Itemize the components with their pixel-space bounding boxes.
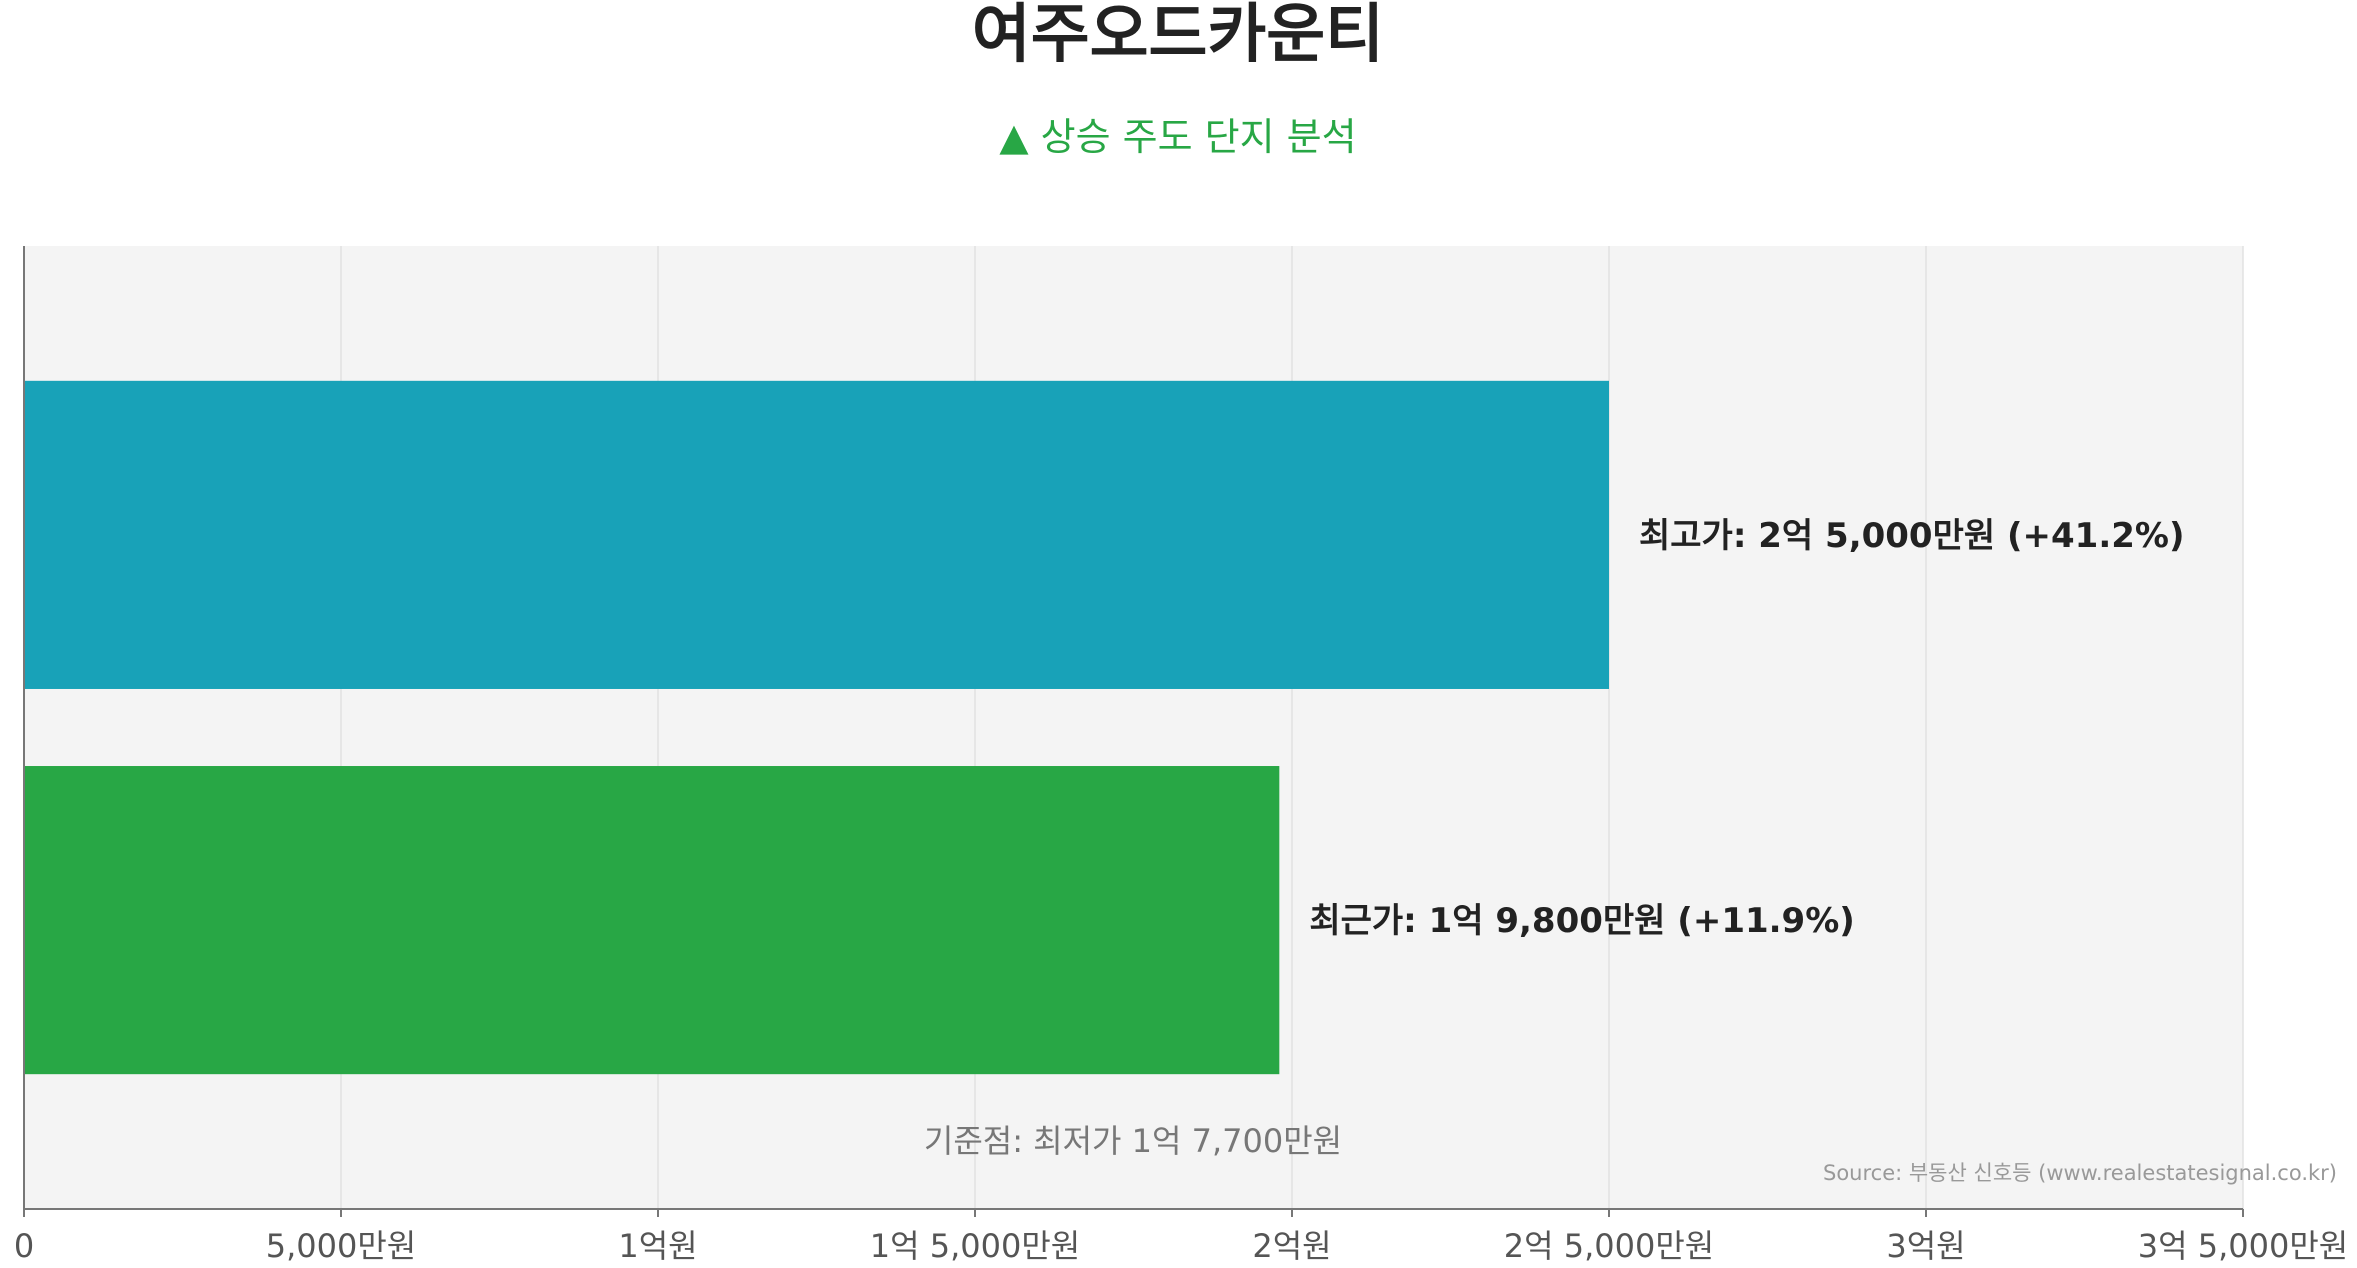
- bar-value-label: 최근가: 1억 9,800만원 (+11.9%): [1309, 901, 1855, 941]
- x-tick-label: 0: [14, 1227, 34, 1265]
- chart-title: 여주오드카운티: [972, 0, 1384, 72]
- x-tick-label: 1억원: [618, 1227, 697, 1265]
- source-note: Source: 부동산 신호등 (www.realestatesignal.co…: [1823, 1161, 2337, 1185]
- bar-최고가: [24, 380, 1609, 689]
- bar-최근가: [24, 766, 1280, 1075]
- bars: [24, 380, 1609, 1075]
- x-tick-label: 1억 5,000만원: [870, 1227, 1080, 1265]
- bar-value-label: 최고가: 2억 5,000만원 (+41.2%): [1639, 516, 2185, 556]
- x-tick-label: 3억 5,000만원: [2138, 1227, 2348, 1265]
- x-tick-label: 2억원: [1252, 1227, 1331, 1265]
- x-tick-label: 5,000만원: [266, 1227, 417, 1265]
- bar-labels: 최고가: 2억 5,000만원 (+41.2%) 최근가: 1억 9,800만원 …: [1309, 516, 2184, 941]
- chart-subtitle: ▲ 상승 주도 단지 분석: [999, 115, 1356, 159]
- x-tick-label: 2억 5,000만원: [1504, 1227, 1714, 1265]
- baseline-annotation: 기준점: 최저가 1억 7,700만원: [924, 1122, 1342, 1160]
- x-tick-label: 3억원: [1886, 1227, 1965, 1265]
- x-axis-ticks: 0 5,000만원 1억원 1억 5,000만원 2억원 2억 5,000만원 3억원 3억 …: [14, 1209, 2348, 1265]
